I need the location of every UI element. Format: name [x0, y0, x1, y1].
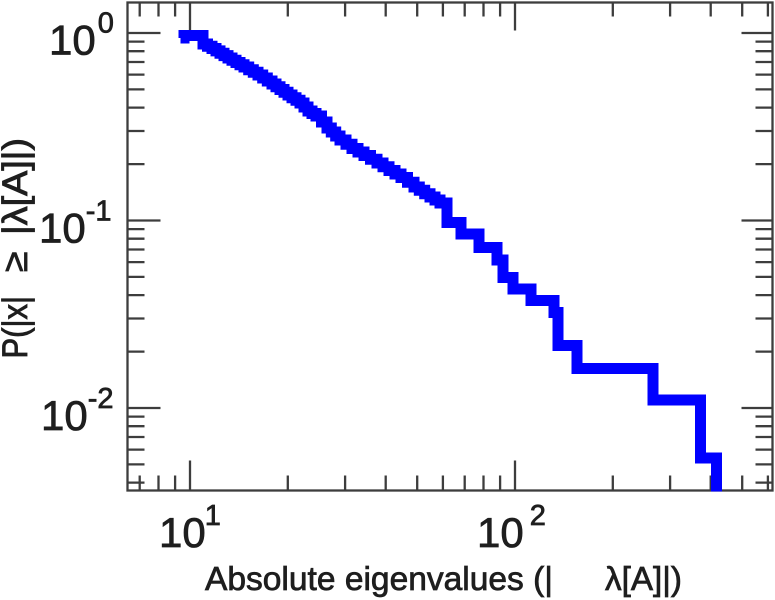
svg-text:P(|x|: P(|x| — [0, 296, 35, 359]
svg-text:Absolute eigenvalues (|: Absolute eigenvalues (| — [205, 561, 553, 598]
svg-text:10-1: 10-1 — [39, 196, 112, 252]
svg-text:|λ[A]|): |λ[A]|) — [0, 138, 35, 235]
svg-text:≥: ≥ — [0, 252, 35, 273]
svg-text:10-2: 10-2 — [41, 383, 114, 439]
svg-text:λ[A]|): λ[A]|) — [605, 561, 682, 598]
svg-text:100: 100 — [49, 8, 114, 64]
